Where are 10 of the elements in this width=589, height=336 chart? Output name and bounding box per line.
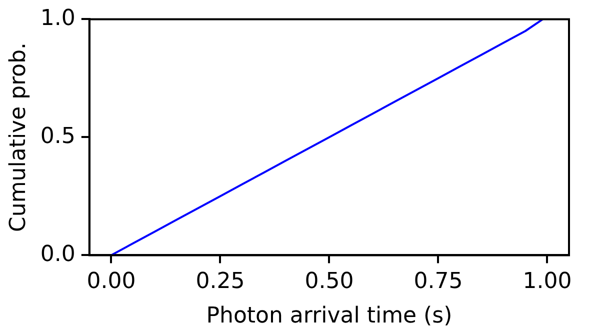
y-tick-label: 0.0: [40, 242, 76, 267]
x-tick-label: 0.75: [414, 269, 463, 294]
x-axis-title: Photon arrival time (s): [206, 304, 452, 329]
y-tick-label: 0.5: [40, 124, 76, 149]
x-tick-label: 0.50: [304, 269, 354, 294]
y-axis-title: Cumulative prob.: [6, 42, 31, 232]
x-tick-label: 0.00: [86, 269, 136, 294]
x-tick-label: 1.00: [522, 269, 572, 294]
x-tick-label: 0.25: [196, 269, 245, 294]
y-tick-label: 1.0: [40, 6, 76, 31]
